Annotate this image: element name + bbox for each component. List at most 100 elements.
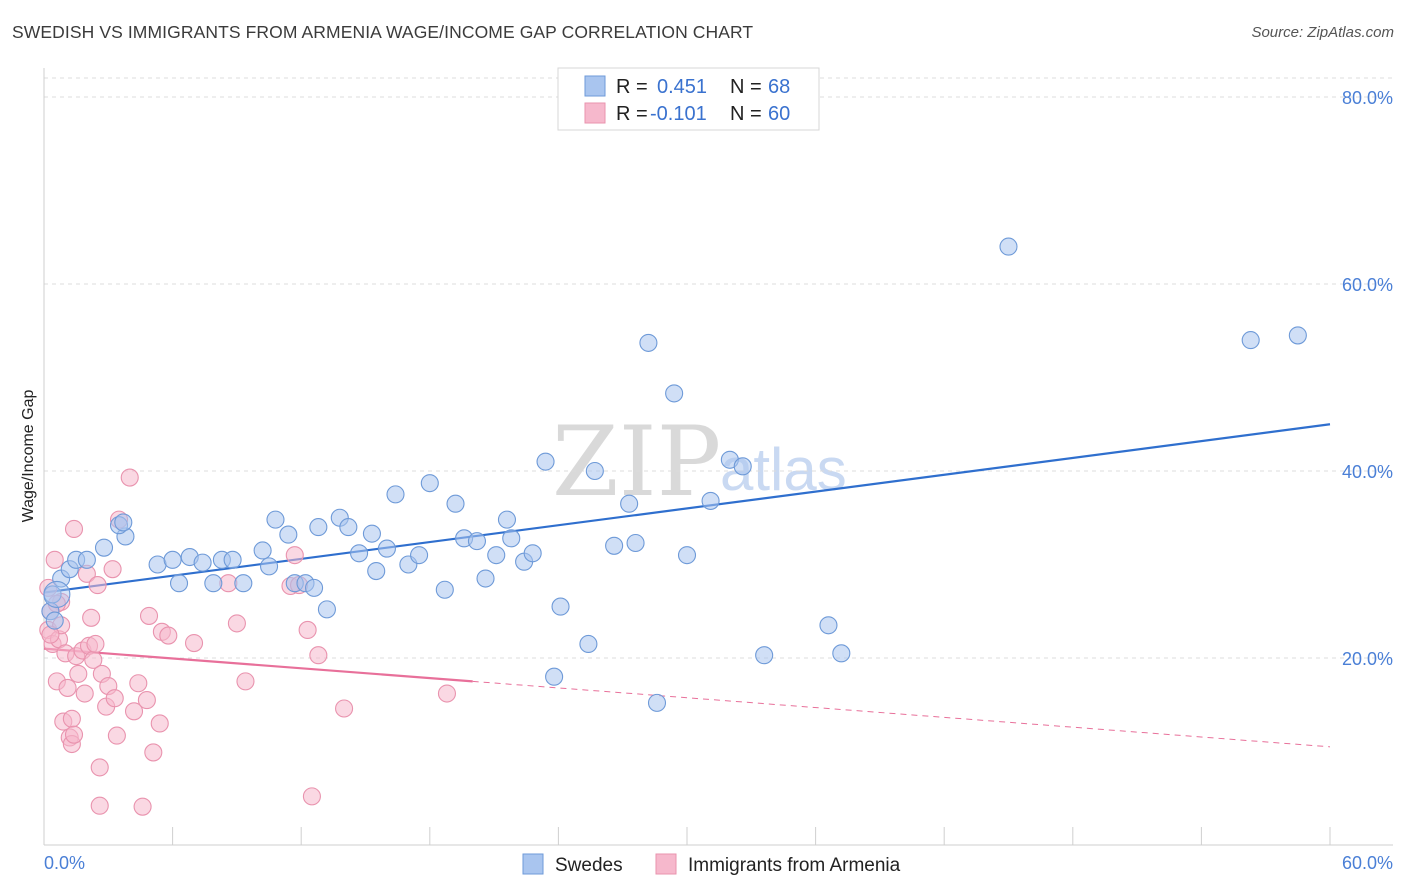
- swedes-point: [999, 237, 1018, 256]
- swedes-point: [819, 616, 838, 635]
- swedes-point: [163, 550, 182, 569]
- correlation-legend: R = 0.451 N = 68 R = -0.101 N = 60: [557, 67, 820, 131]
- armenia-point: [309, 646, 328, 665]
- armenia-point: [64, 519, 84, 539]
- source-label: Source: ZipAtlas.com: [1251, 24, 1394, 41]
- armenia-point: [335, 699, 354, 718]
- swedes-point: [253, 541, 272, 560]
- armenia-point: [86, 634, 105, 654]
- swedes-point: [551, 597, 570, 616]
- swedes-point: [279, 525, 298, 544]
- swedes-point: [536, 452, 555, 471]
- swedes-point: [647, 693, 667, 712]
- legend-armenia-r-label: R =: [616, 103, 648, 125]
- swedes-point: [350, 544, 369, 563]
- x-tick-label-min: 0.0%: [44, 853, 85, 873]
- swedes-point: [204, 574, 223, 593]
- swedes-point: [410, 546, 429, 565]
- armenia-point: [124, 702, 144, 721]
- legend-swedes-r-value: 0.451: [657, 76, 707, 98]
- y-tick-label: 60.0%: [1342, 275, 1393, 295]
- armenia-point: [298, 620, 317, 640]
- swedes-point: [45, 611, 64, 630]
- swedes-point: [497, 510, 517, 529]
- armenia-point: [236, 672, 255, 691]
- armenia-point: [75, 684, 94, 703]
- swedes-point: [579, 634, 598, 654]
- armenia-point: [302, 787, 321, 806]
- armenia-point: [90, 796, 109, 815]
- armenia-point: [105, 689, 124, 708]
- swedes-point: [605, 536, 624, 555]
- swedes-point: [832, 644, 851, 663]
- bottom-legend-swedes-swatch: [522, 853, 544, 875]
- swedes-point: [523, 544, 542, 563]
- swedes-point: [266, 510, 285, 529]
- swedes-point: [77, 550, 96, 569]
- armenia-point: [107, 726, 126, 745]
- armenia-point: [62, 709, 81, 728]
- x-tick-label-max: 60.0%: [1342, 853, 1393, 873]
- legend-swedes-r-label: R =: [616, 76, 648, 98]
- armenia-point: [184, 633, 204, 653]
- trend-line-armenia: [43, 647, 473, 683]
- swedes-point: [223, 550, 242, 569]
- swedes-point: [755, 646, 774, 665]
- trend-line-swedes: [43, 423, 1331, 594]
- legend-armenia-n-label: N =: [730, 103, 762, 125]
- armenia-point: [58, 678, 77, 697]
- armenia-point: [45, 550, 64, 569]
- swedes-point: [446, 494, 465, 513]
- armenia-point: [90, 758, 109, 777]
- armenia-point: [120, 468, 139, 487]
- legend-swedes-swatch: [584, 75, 606, 97]
- y-tick-label: 80.0%: [1342, 88, 1393, 108]
- swedes-point: [94, 538, 114, 557]
- armenia-point: [139, 606, 159, 625]
- swedes-point: [114, 513, 133, 532]
- swedes-point: [476, 569, 495, 588]
- legend-armenia-n-value: 60: [768, 103, 790, 125]
- swedes-point: [367, 561, 386, 581]
- grid-lines: [44, 77, 1393, 659]
- swedes-point: [677, 546, 697, 565]
- armenia-point: [133, 797, 152, 816]
- swedes-point: [420, 474, 439, 493]
- armenia-point: [150, 714, 169, 733]
- legend-swedes-n-value: 68: [768, 76, 790, 98]
- armenia-point: [159, 626, 178, 645]
- swedes-point: [339, 518, 358, 537]
- swedes-point: [620, 494, 639, 513]
- armenia-point: [437, 684, 456, 703]
- swedes-point: [665, 384, 684, 403]
- swedes-point: [193, 553, 212, 572]
- armenia-point: [219, 574, 238, 593]
- y-tick-label: 40.0%: [1342, 462, 1393, 482]
- axes: [43, 68, 1393, 846]
- swedes-point: [1288, 326, 1307, 345]
- armenia-point: [88, 576, 107, 595]
- swedes-point: [169, 574, 189, 593]
- swedes-point: [487, 546, 506, 565]
- bottom-legend-armenia-swatch: [655, 853, 677, 875]
- swedes-point: [317, 600, 336, 619]
- armenia-point: [103, 560, 122, 579]
- swedes-point: [377, 539, 396, 558]
- swedes-point: [234, 574, 253, 593]
- swedes-point: [639, 333, 658, 352]
- swedes-point: [733, 457, 752, 476]
- y-tick-labels: 20.0% 40.0% 60.0% 80.0%: [1342, 88, 1393, 669]
- swedes-point: [305, 578, 324, 597]
- swedes-point: [435, 580, 454, 599]
- swedes-point: [386, 485, 405, 504]
- armenia-point: [129, 674, 148, 693]
- trend-line-armenia-extrapolated: [472, 680, 1331, 748]
- armenia-point: [137, 691, 156, 710]
- swedes-point: [362, 524, 381, 543]
- legend-swedes-n-label: N =: [730, 76, 762, 98]
- armenia-point: [69, 664, 88, 683]
- series-swedes-points: [41, 237, 1307, 712]
- swedes-point: [545, 667, 564, 686]
- swedes-point: [502, 529, 521, 548]
